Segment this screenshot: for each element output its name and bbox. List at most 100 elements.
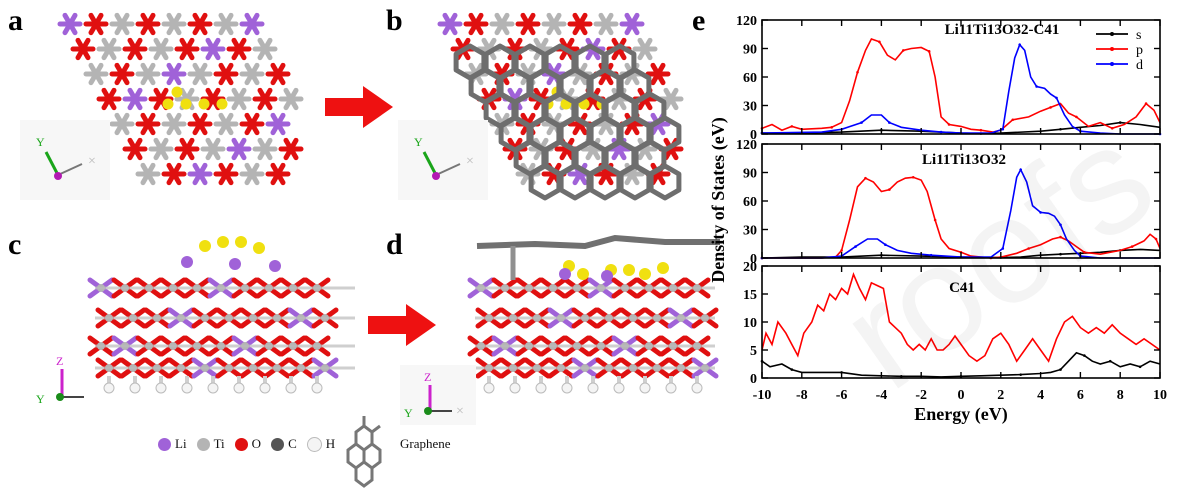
crystal-unit [213,162,239,186]
subplot-1: 0 30 60 90 120 Li11Ti13O32-C41 [736,14,1162,143]
crystal-unit [57,12,83,36]
data-point [1001,247,1005,250]
data-point [864,176,867,180]
h-atom-icon [306,436,322,452]
subplot-title: Li11Ti13O32 [922,152,1006,168]
crystal-unit [515,12,541,36]
data-point [900,375,903,378]
series-line-s [761,351,1161,378]
crystal-unit [265,162,291,186]
h-atom [483,382,495,394]
li-adatom [199,240,211,252]
svg-text:×: × [466,154,474,169]
li-adatom [253,242,265,254]
crystal-unit [187,12,213,36]
subplot-title: Li11Ti13O32-C41 [945,22,1060,38]
crystal-unit [135,62,161,86]
y-tick-label: 10 [743,316,757,331]
graphene-molecule-icon [346,416,382,488]
crystal-unit [265,62,291,86]
data-point [854,245,857,248]
data-point [947,123,951,126]
crystal-unit [161,162,187,186]
li-adatom [657,262,669,274]
data-point [911,175,915,179]
graphene-sheet [476,234,720,250]
x-tick-label: -2 [915,388,927,403]
x-tick-label: -8 [796,388,808,403]
crystal-unit [174,37,200,61]
crystal-unit [593,12,619,36]
x-tick-label: -4 [876,388,888,403]
data-point [840,249,843,252]
series-line-p [762,176,1161,259]
legend-label-d: d [1136,58,1143,73]
crystal-unit [463,12,489,36]
x-tick-label: 4 [1037,388,1044,403]
data-point [901,49,905,52]
li-atom [269,260,281,272]
crystal-unit [109,12,135,36]
data-point [790,125,794,128]
h-atom [155,382,167,394]
li-adatom [216,98,228,110]
crystal-unit [96,87,122,111]
x-tick-label: 8 [1117,388,1124,403]
transition-arrow-bottom [368,304,436,346]
li-adatom [217,236,229,248]
h-atom [535,382,547,394]
x-tick-label: 2 [997,388,1004,403]
y-tick-label: 60 [743,71,757,86]
data-point [1049,106,1052,109]
crystal-unit [645,62,671,86]
axis-y-label-c: Y [36,392,45,406]
legend-o: O [234,436,261,452]
axis-y-label-a: Y [36,135,45,149]
crystal-unit [109,112,135,136]
crystal-unit [226,37,252,61]
data-point [1108,359,1112,363]
transition-arrow-top [325,86,393,128]
data-point [1059,235,1062,239]
data-point [884,243,887,246]
crystal-unit [239,62,265,86]
y-tick-label: 60 [743,195,757,210]
data-point [1083,354,1086,357]
data-point [927,50,931,53]
h-atom [587,382,599,394]
crystal-unit [252,87,278,111]
crystal-unit [252,37,278,61]
crystal-unit [70,37,96,61]
y-tick-label: 15 [743,288,757,303]
data-point [1035,85,1038,88]
data-point [939,130,943,134]
legend-c-label: C [288,436,297,451]
h-atom [311,382,323,394]
crystal-unit [213,112,239,136]
crystal-unit [174,137,200,161]
crystal-unit [122,87,148,111]
structure-side-view-c [87,236,355,394]
axis-y-label-b: Y [414,135,423,149]
crystal-unit [200,137,226,161]
structure-side-view-graphene-d [467,234,720,394]
li-atom [559,268,571,280]
crystal-unit [239,162,265,186]
data-point [1083,251,1086,254]
crystal-unit [187,112,213,136]
y-tick-label: 120 [736,138,757,153]
atom-legend: Li Ti O C H [158,436,345,452]
crystal-unit [567,12,593,36]
data-point [1059,127,1062,131]
crystal-unit [83,12,109,36]
axis-z-label-d: Z [424,370,431,384]
li-adatom [577,268,589,280]
crystal-unit [226,87,252,111]
legend-label-p: p [1136,43,1143,58]
x-axis-label: Energy (eV) [914,404,1007,425]
h-atom [691,382,703,394]
series-line-p [761,38,1161,133]
dos-legend: spd [1096,28,1143,73]
crystal-unit [489,12,515,36]
data-point [1138,365,1142,369]
